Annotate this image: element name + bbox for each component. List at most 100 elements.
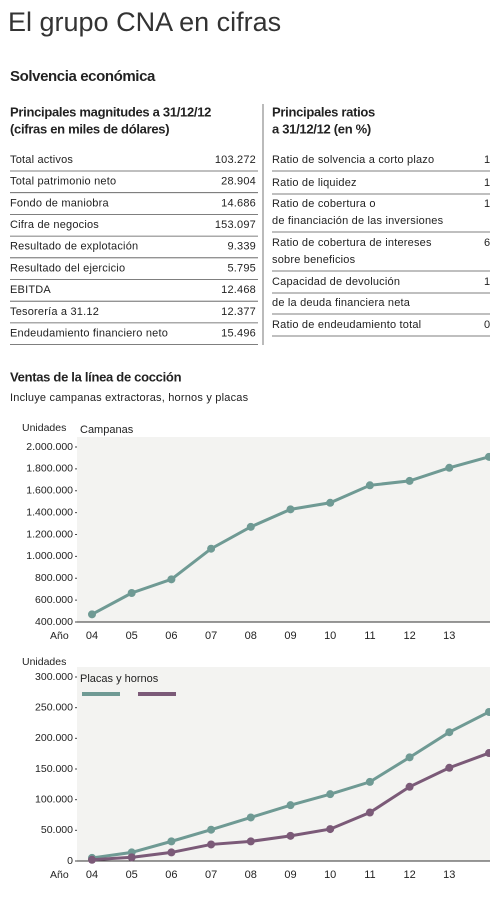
row-value: 6: [484, 237, 490, 249]
row-value: 0: [484, 319, 490, 331]
y-tick-label: 1.600.000: [26, 485, 73, 497]
table-title: (cifras en miles de dólares): [10, 121, 169, 136]
row-label: Ratio de endeudamiento total: [272, 319, 421, 331]
x-tick-label: 13: [443, 869, 455, 881]
data-point: [246, 837, 255, 846]
y-tick-label: 400.000: [35, 616, 73, 628]
data-point: [88, 855, 96, 864]
table-title: a 31/12/12 (en %): [272, 121, 371, 136]
y-axis-label: Unidades: [22, 656, 66, 668]
legend-title: Campanas: [80, 424, 134, 436]
data-point: [445, 763, 454, 772]
x-tick-label: 12: [403, 630, 415, 642]
section-title: Solvencia económica: [10, 68, 156, 85]
y-tick-label: 600.000: [35, 594, 73, 606]
x-tick-label: 04: [86, 630, 98, 642]
plot-background: [77, 667, 490, 861]
data-point: [445, 463, 454, 472]
y-tick-label: 1.000.000: [26, 550, 73, 562]
x-tick-label: 04: [86, 869, 98, 881]
data-point: [365, 481, 374, 490]
row-label: Resultado de explotación: [10, 241, 138, 253]
row-label: Cifra de negocios: [10, 219, 99, 231]
data-point: [207, 825, 216, 834]
x-tick-label: 06: [165, 630, 177, 642]
row-label: Tesorería a 31.12: [10, 306, 99, 318]
y-tick-label: 800.000: [35, 572, 73, 584]
y-tick-label: 50.000: [41, 824, 73, 836]
y-tick-label: 300.000: [35, 671, 73, 683]
table-title: Principales ratios: [272, 104, 375, 119]
y-tick-label: 150.000: [35, 763, 73, 775]
x-tick-label: 07: [205, 630, 217, 642]
data-point: [127, 853, 136, 862]
data-point: [326, 825, 335, 834]
row-value: 12.468: [221, 284, 256, 296]
data-point: [405, 782, 414, 791]
x-tick-label: 11: [364, 630, 375, 642]
data-point: [326, 498, 335, 507]
data-point: [286, 831, 295, 840]
data-point: [365, 777, 374, 786]
y-tick-label: 100.000: [35, 793, 73, 805]
page-title: El grupo CNA en cifras: [8, 7, 281, 37]
data-point: [127, 589, 136, 598]
row-value: 14.686: [221, 197, 256, 209]
data-point: [246, 813, 255, 822]
row-label: Ratio de liquidez: [272, 177, 357, 189]
row-value: 28.904: [221, 176, 256, 188]
data-point: [405, 476, 414, 485]
x-tick-label: 07: [205, 869, 217, 881]
data-point: [485, 452, 490, 461]
row-label: Total patrimonio neto: [10, 176, 116, 188]
row-value: 1: [484, 177, 490, 189]
data-point: [485, 749, 490, 758]
sales-title: Ventas de la línea de cocción: [10, 369, 182, 384]
data-point: [167, 837, 176, 846]
row-label: Resultado del ejercicio: [10, 262, 125, 274]
x-tick-label: 09: [284, 630, 296, 642]
row-value: 153.097: [215, 219, 256, 231]
legend-swatch: [138, 692, 176, 696]
y-axis-label: Unidades: [22, 422, 66, 434]
data-point: [207, 544, 216, 553]
row-value: 1: [484, 198, 490, 210]
y-tick-label: 2.000.000: [26, 441, 73, 453]
x-tick-label: 06: [165, 869, 177, 881]
x-axis-label: Año: [50, 869, 69, 881]
x-tick-label: 13: [443, 630, 455, 642]
data-point: [88, 610, 96, 619]
x-tick-label: 09: [284, 869, 296, 881]
row-label: sobre beneficios: [272, 254, 356, 266]
row-label: Ratio de solvencia a corto plazo: [272, 154, 434, 166]
table-title: Principales magnitudes a 31/12/12: [10, 104, 211, 119]
data-point: [167, 575, 176, 584]
y-tick-label: 250.000: [35, 701, 73, 713]
legend-swatch: [82, 692, 120, 696]
x-tick-label: 10: [324, 869, 336, 881]
row-value: 9.339: [227, 241, 256, 253]
x-tick-label: 12: [403, 869, 415, 881]
legend-title: Placas y hornos: [80, 673, 159, 685]
x-axis-label: Año: [50, 630, 69, 642]
x-tick-label: 05: [126, 869, 138, 881]
sales-subtitle: Incluye campanas extractoras, hornos y p…: [10, 392, 249, 404]
y-tick-label: 1.200.000: [26, 528, 73, 540]
row-label: Fondo de maniobra: [10, 197, 109, 209]
data-point: [286, 505, 295, 514]
row-label: de financiación de las inversiones: [272, 215, 444, 227]
row-value: 1: [484, 276, 490, 288]
y-tick-label: 1.400.000: [26, 506, 73, 518]
row-label: Total activos: [10, 154, 73, 166]
y-tick-label: 200.000: [35, 732, 73, 744]
y-tick-label: 1.800.000: [26, 463, 73, 475]
row-value: 103.272: [215, 154, 256, 166]
plot-background: [77, 437, 490, 622]
data-point: [485, 707, 490, 716]
data-point: [365, 808, 374, 817]
data-point: [326, 790, 335, 799]
row-value: 15.496: [221, 328, 256, 340]
x-tick-label: 05: [126, 630, 138, 642]
data-point: [286, 801, 295, 810]
row-value: 5.795: [227, 262, 256, 274]
